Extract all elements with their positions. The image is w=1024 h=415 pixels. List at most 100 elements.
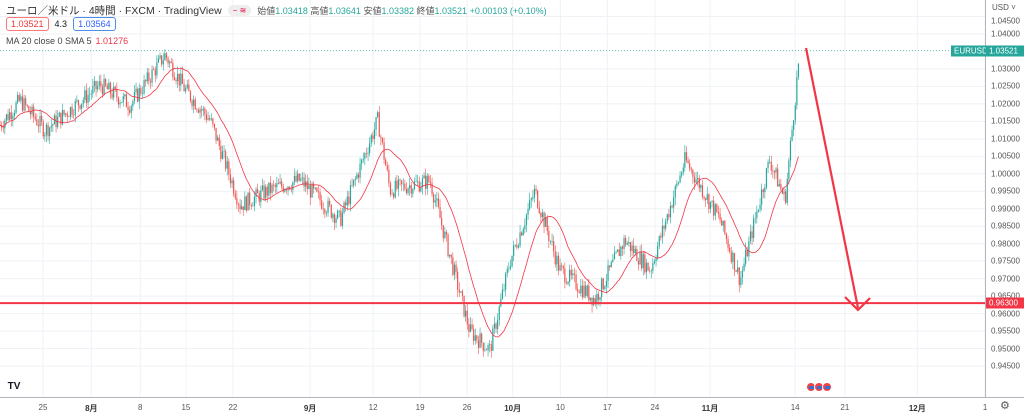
candle-body	[271, 184, 273, 193]
price-tick: 1.00500	[991, 151, 1020, 161]
candle-body	[351, 185, 353, 186]
candle-body	[284, 189, 286, 192]
candle-body	[701, 185, 704, 197]
candle-body	[15, 102, 17, 113]
candle-body	[89, 94, 91, 95]
time-tick: 14	[790, 403, 800, 412]
candle-body	[556, 255, 558, 265]
candle-body	[186, 84, 188, 89]
candle-body	[452, 257, 454, 275]
economic-events[interactable]	[806, 382, 832, 392]
candle-body	[26, 105, 28, 107]
candle-body	[772, 170, 774, 172]
tradingview-logo[interactable]: TV	[7, 381, 21, 392]
candle-body	[135, 88, 137, 93]
candle-body	[205, 114, 208, 120]
sell-button[interactable]: 1.03521	[6, 17, 49, 31]
price-chart[interactable]	[0, 0, 985, 397]
candle-body	[39, 115, 41, 127]
price-tick: 0.95000	[991, 344, 1020, 354]
candle-body	[522, 229, 524, 236]
candle-body	[689, 163, 691, 169]
candle-body	[242, 206, 244, 211]
candle-body	[756, 211, 758, 218]
candle-body	[346, 196, 348, 206]
candle-body	[79, 105, 81, 109]
candle-body	[20, 96, 22, 101]
candle-body	[733, 252, 736, 271]
candle-body	[151, 69, 153, 83]
candle-body	[140, 88, 142, 94]
candle-body	[602, 278, 604, 289]
candle-body	[373, 129, 376, 139]
candle-body	[700, 185, 702, 189]
candle-body	[108, 82, 110, 90]
candle-body	[353, 179, 355, 186]
candle-body	[253, 196, 256, 206]
candle-body	[639, 251, 641, 265]
candle-body	[588, 285, 590, 301]
candle-body	[633, 245, 635, 254]
price-tick: 0.97500	[991, 256, 1020, 266]
candle-body	[340, 210, 342, 226]
candle-body	[365, 153, 368, 154]
candle-body	[636, 249, 638, 262]
candle-body	[652, 263, 654, 271]
candle-body	[116, 89, 118, 98]
indicator-legend[interactable]: MA 20 close 0 SMA 5 1.01276	[6, 36, 129, 46]
candle-body	[281, 181, 283, 187]
price-tick: 1.02500	[991, 81, 1020, 91]
candle-body	[137, 88, 139, 102]
collapse-toggle[interactable]: − ≋	[227, 5, 252, 16]
candle-body	[554, 251, 556, 265]
candle-body	[449, 254, 451, 257]
candle-body	[594, 297, 596, 305]
candle-body	[2, 127, 4, 129]
candle-body	[18, 94, 20, 101]
candle-body	[210, 118, 212, 120]
candle-body	[228, 161, 230, 175]
settings-gear-icon[interactable]: ⚙	[1000, 400, 1010, 412]
candle-body	[175, 79, 177, 82]
candle-body	[100, 81, 102, 87]
us-flag-icon[interactable]	[822, 382, 832, 392]
candle-body	[361, 159, 363, 164]
candle-body	[245, 196, 248, 211]
time-tick: 10	[555, 403, 565, 412]
candle-body	[565, 282, 568, 284]
candle-body	[549, 241, 552, 242]
candle-body	[505, 273, 507, 290]
price-axis[interactable]: USD ˅ 1.04500 1.04000 1.03000 1.02500 1.0200…	[985, 0, 1024, 397]
candle-body	[610, 261, 612, 268]
candle-body	[519, 232, 521, 246]
candle-body	[314, 187, 316, 189]
currency-select[interactable]: USD ˅	[992, 3, 1016, 12]
candle-body	[201, 109, 203, 111]
candle-body	[661, 225, 664, 238]
candle-body	[50, 125, 52, 128]
candle-body	[90, 93, 92, 95]
candle-body	[593, 297, 595, 306]
candle-body	[354, 178, 356, 180]
candle-body	[581, 285, 584, 298]
candle-body	[527, 208, 529, 215]
buy-button[interactable]: 1.03564	[73, 17, 116, 31]
candle-body	[615, 251, 617, 253]
candle-body	[236, 198, 238, 205]
candle-body	[180, 73, 182, 86]
candle-body	[9, 112, 11, 120]
candle-body	[69, 107, 72, 117]
candle-body	[322, 208, 324, 210]
candle-body	[156, 62, 158, 76]
symbol-tag: EURUSD	[951, 45, 991, 57]
time-axis[interactable]: 25 8月 8 15 22 9月 12 19 26 10月 10 17 24 11月 14 21 12月 1	[0, 397, 1024, 415]
candle-body	[17, 94, 19, 103]
candle-body	[442, 225, 444, 238]
candle-body	[212, 118, 214, 124]
candle-body	[191, 100, 193, 106]
candle-body	[335, 218, 337, 223]
candle-body	[292, 182, 294, 191]
candle-body	[178, 73, 180, 86]
candle-body	[685, 152, 688, 161]
candle-body	[445, 231, 448, 235]
